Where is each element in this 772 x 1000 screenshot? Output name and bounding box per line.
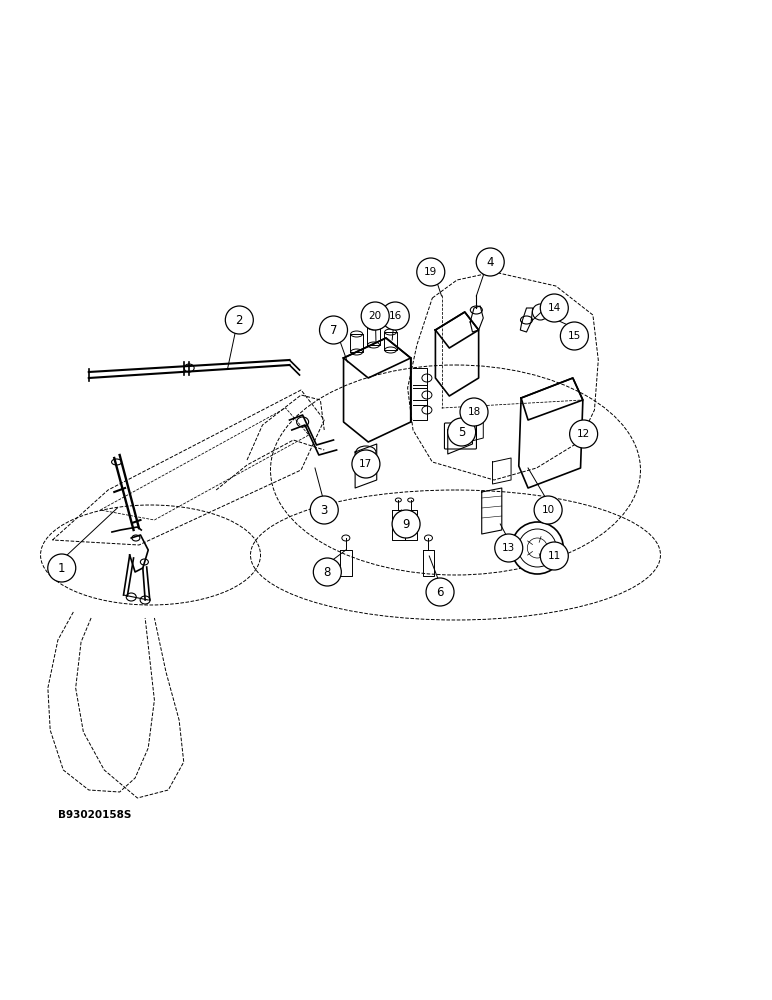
Circle shape (310, 496, 338, 524)
Text: 10: 10 (541, 505, 555, 515)
Text: 16: 16 (388, 311, 402, 321)
Ellipse shape (141, 596, 150, 604)
Ellipse shape (422, 406, 432, 414)
Ellipse shape (533, 304, 548, 320)
Text: 3: 3 (320, 504, 328, 516)
Circle shape (534, 496, 562, 524)
Circle shape (313, 558, 341, 586)
Ellipse shape (408, 498, 414, 502)
Text: 7: 7 (330, 324, 337, 336)
Ellipse shape (342, 535, 350, 541)
Circle shape (448, 418, 476, 446)
Ellipse shape (367, 324, 380, 330)
Circle shape (511, 522, 564, 574)
Circle shape (540, 294, 568, 322)
Text: 19: 19 (424, 267, 438, 277)
Text: 17: 17 (359, 459, 373, 469)
Text: 13: 13 (502, 543, 516, 553)
Text: 2: 2 (235, 314, 243, 326)
Text: 12: 12 (577, 429, 591, 439)
Text: 18: 18 (467, 407, 481, 417)
Text: 4: 4 (486, 255, 494, 268)
Ellipse shape (356, 446, 376, 458)
Ellipse shape (367, 342, 380, 348)
Text: 11: 11 (547, 551, 561, 561)
Ellipse shape (185, 364, 194, 372)
Circle shape (460, 398, 488, 426)
Ellipse shape (132, 535, 140, 541)
Ellipse shape (350, 331, 363, 337)
Ellipse shape (425, 535, 432, 541)
Circle shape (495, 534, 523, 562)
Ellipse shape (127, 593, 136, 601)
Circle shape (48, 554, 76, 582)
Ellipse shape (520, 316, 533, 324)
Circle shape (426, 578, 454, 606)
Circle shape (570, 420, 598, 448)
Text: 15: 15 (567, 331, 581, 341)
Circle shape (417, 258, 445, 286)
Text: 9: 9 (402, 518, 410, 530)
Text: B93020158S: B93020158S (58, 810, 131, 820)
Ellipse shape (112, 459, 121, 465)
Ellipse shape (470, 306, 482, 314)
Text: 20: 20 (368, 311, 382, 321)
Circle shape (361, 302, 389, 330)
Text: 8: 8 (323, 566, 331, 578)
Text: 5: 5 (458, 426, 466, 438)
Ellipse shape (296, 417, 309, 427)
Circle shape (392, 510, 420, 538)
FancyBboxPatch shape (445, 423, 476, 449)
Circle shape (560, 322, 588, 350)
Ellipse shape (350, 349, 363, 355)
Text: 1: 1 (58, 562, 66, 574)
Circle shape (381, 302, 409, 330)
Ellipse shape (422, 374, 432, 382)
Circle shape (527, 538, 547, 558)
Ellipse shape (422, 391, 432, 399)
Ellipse shape (141, 559, 148, 565)
Ellipse shape (384, 329, 397, 335)
Text: 14: 14 (547, 303, 561, 313)
Circle shape (476, 248, 504, 276)
Circle shape (225, 306, 253, 334)
Text: 6: 6 (436, 585, 444, 598)
Ellipse shape (395, 498, 401, 502)
Circle shape (540, 542, 568, 570)
Circle shape (518, 529, 557, 567)
Circle shape (320, 316, 347, 344)
Circle shape (352, 450, 380, 478)
Ellipse shape (384, 347, 397, 353)
